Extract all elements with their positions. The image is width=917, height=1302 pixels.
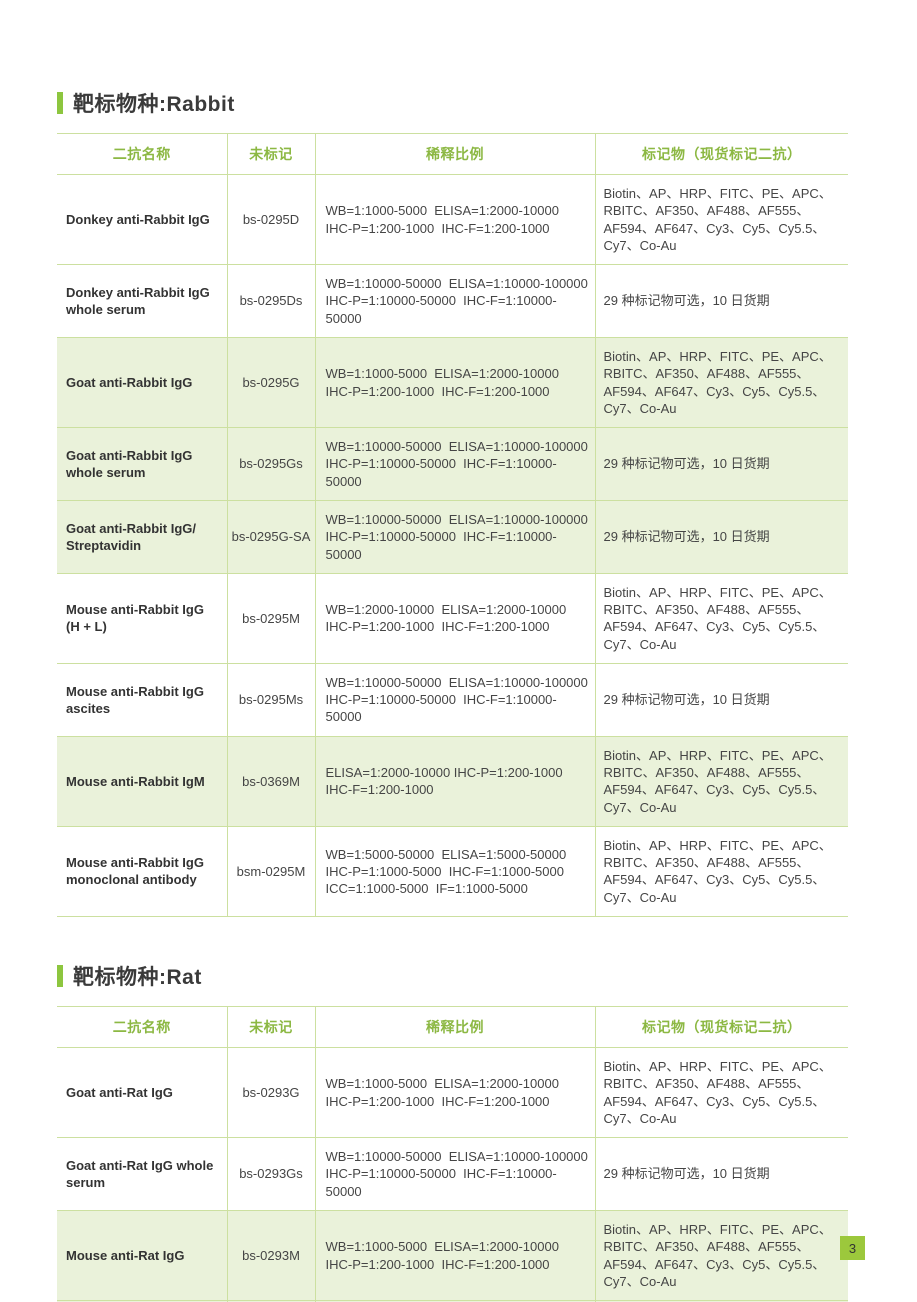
section-marker-bar bbox=[57, 92, 63, 114]
dilution-ratio-cell: WB=1:10000-50000 ELISA=1:10000-100000 IH… bbox=[314, 264, 595, 338]
section-title: 靶标物种:Rat bbox=[57, 961, 848, 991]
conjugates-cell: 29 种标记物可选，10 日货期 bbox=[594, 1300, 848, 1302]
column-header: 稀释比例 bbox=[314, 133, 595, 175]
antibody-name-cell: Goat anti-Rat IgG bbox=[57, 1047, 227, 1139]
conjugates-cell: Biotin、AP、HRP、FITC、PE、APC、RBITC、AF350、AF… bbox=[594, 736, 848, 827]
section-title-text: 靶标物种:Rabbit bbox=[73, 93, 235, 116]
dilution-ratio-cell: WB=1:10000-50000 ELISA=1:10000-100000 IH… bbox=[314, 1137, 595, 1211]
table-row: Mouse anti-Rabbit IgG monoclonal antibod… bbox=[57, 826, 848, 918]
catalog-number-cell: bs-0295Ms bbox=[226, 663, 315, 737]
catalog-number-cell: bsm-0295M bbox=[226, 826, 315, 918]
antibody-name-cell: Mouse anti-Rabbit IgM bbox=[57, 736, 227, 827]
catalog-number-cell: bs-0293Ms bbox=[226, 1300, 315, 1302]
page-number-badge: 3 bbox=[840, 1236, 865, 1260]
catalog-number-cell: bs-0295G-SA bbox=[226, 500, 315, 574]
antibody-name-cell: Mouse anti-Rabbit IgG monoclonal antibod… bbox=[57, 826, 227, 918]
section-target-species-rabbit: 靶标物种:Rabbit 二抗名称 未标记 稀释比例 标记物（现货标记二抗） Donkey… bbox=[57, 88, 848, 918]
table-row: Mouse anti-Rabbit IgG ascites bs-0295Ms WB… bbox=[57, 663, 848, 737]
dilution-ratio-cell: WB=1:2000-10000 ELISA=1:2000-10000 IHC-P… bbox=[314, 573, 595, 664]
table-row: Goat anti-Rat IgG bs-0293G WB=1:1000-5000 … bbox=[57, 1047, 848, 1139]
catalog-number-cell: bs-0293Gs bbox=[226, 1137, 315, 1211]
conjugates-cell: 29 种标记物可选，10 日货期 bbox=[594, 1137, 848, 1211]
conjugates-cell: 29 种标记物可选，10 日货期 bbox=[594, 663, 848, 737]
antibody-name-cell: Donkey anti-Rabbit IgG whole serum bbox=[57, 264, 227, 338]
table-header-row: 二抗名称 未标记 稀释比例 标记物（现货标记二抗） bbox=[57, 133, 848, 175]
conjugates-cell: Biotin、AP、HRP、FITC、PE、APC、RBITC、AF350、AF… bbox=[594, 1047, 848, 1139]
column-header: 未标记 bbox=[226, 1006, 315, 1048]
table-row: Goat anti-Rabbit IgG bs-0295G WB=1:1000-50… bbox=[57, 337, 848, 429]
dilution-ratio-cell: WB=1:10000-50000 ELISA=1:10000-100000 IH… bbox=[314, 663, 595, 737]
column-header: 稀释比例 bbox=[314, 1006, 595, 1048]
column-header: 二抗名称 bbox=[57, 133, 227, 175]
table-row: Goat anti-Rabbit IgG/ Streptavidin bs-029… bbox=[57, 500, 848, 574]
antibody-name-cell: Mouse anti-Rat IgG bbox=[57, 1210, 227, 1302]
dilution-ratio-cell: WB=1:10000-50000 ELISA=1:10000-100000 IH… bbox=[314, 500, 595, 574]
catalog-number-cell: bs-0295G bbox=[226, 337, 315, 429]
table-row: Mouse anti-Rabbit IgG (H + L) bs-0295M WB=… bbox=[57, 573, 848, 664]
antibody-name-cell: Mouse anti-Rat IgG ascites bbox=[57, 1300, 227, 1302]
table-row: Goat anti-Rabbit IgG whole serum bs-0295G… bbox=[57, 427, 848, 501]
catalog-number-cell: bs-0295Gs bbox=[226, 427, 315, 501]
antibody-name-cell: Goat anti-Rat IgG whole serum bbox=[57, 1137, 227, 1211]
antibody-table-rabbit: 二抗名称 未标记 稀释比例 标记物（现货标记二抗） Donkey anti-Rabbit… bbox=[57, 133, 848, 918]
catalog-number-cell: bs-0293G bbox=[226, 1047, 315, 1139]
dilution-ratio-cell: WB=1:1000-5000 ELISA=1:2000-10000 IHC-P=… bbox=[314, 174, 595, 266]
section-title: 靶标物种:Rabbit bbox=[57, 88, 848, 118]
conjugates-cell: 29 种标记物可选，10 日货期 bbox=[594, 500, 848, 574]
conjugates-cell: 29 种标记物可选，10 日货期 bbox=[594, 427, 848, 501]
catalog-number-cell: bs-0295Ds bbox=[226, 264, 315, 338]
antibody-name-cell: Goat anti-Rabbit IgG bbox=[57, 337, 227, 429]
table-row: Mouse anti-Rat IgG bs-0293M WB=1:1000-5000… bbox=[57, 1210, 848, 1302]
column-header: 未标记 bbox=[226, 133, 315, 175]
antibody-table-rat: 二抗名称 未标记 稀释比例 标记物（现货标记二抗） Goat anti-Rat IgG b… bbox=[57, 1006, 848, 1302]
table-row: Goat anti-Rat IgG whole serum bs-0293Gs WB… bbox=[57, 1137, 848, 1211]
table-row: Donkey anti-Rabbit IgG whole serum bs-029… bbox=[57, 264, 848, 338]
conjugates-cell: Biotin、AP、HRP、FITC、PE、APC、RBITC、AF350、AF… bbox=[594, 826, 848, 918]
table-row: Mouse anti-Rat IgG ascitesbs-0293MsWB=1:… bbox=[57, 1300, 848, 1302]
column-header: 标记物（现货标记二抗） bbox=[594, 1006, 848, 1048]
section-marker-bar bbox=[57, 965, 63, 987]
conjugates-cell: Biotin、AP、HRP、FITC、PE、APC、RBITC、AF350、AF… bbox=[594, 573, 848, 664]
conjugates-cell: Biotin、AP、HRP、FITC、PE、APC、RBITC、AF350、AF… bbox=[594, 337, 848, 429]
dilution-ratio-cell: ELISA=1:2000-10000 IHC-P=1:200-1000 IHC-… bbox=[314, 736, 595, 827]
catalog-number-cell: bs-0369M bbox=[226, 736, 315, 827]
catalog-number-cell: bs-0293M bbox=[226, 1210, 315, 1302]
antibody-name-cell: Goat anti-Rabbit IgG whole serum bbox=[57, 427, 227, 501]
dilution-ratio-cell: WB=1:10000-50000 ELISA=1:10000-100000 IH… bbox=[314, 427, 595, 501]
antibody-name-cell: Goat anti-Rabbit IgG/ Streptavidin bbox=[57, 500, 227, 574]
column-header: 标记物（现货标记二抗） bbox=[594, 133, 848, 175]
conjugates-cell: Biotin、AP、HRP、FITC、PE、APC、RBITC、AF350、AF… bbox=[594, 1210, 848, 1302]
table-row: Mouse anti-Rabbit IgM bs-0369M ELISA=1:200… bbox=[57, 736, 848, 827]
antibody-name-cell: Mouse anti-Rabbit IgG (H + L) bbox=[57, 573, 227, 664]
section-title-text: 靶标物种:Rat bbox=[73, 966, 202, 989]
table-row: Donkey anti-Rabbit IgG bs-0295D WB=1:1000-… bbox=[57, 174, 848, 266]
dilution-ratio-cell: WB=1:1000-5000 ELISA=1:2000-10000 IHC-P=… bbox=[314, 1210, 595, 1302]
catalog-number-cell: bs-0295D bbox=[226, 174, 315, 266]
dilution-ratio-cell: WB=1:1000-5000 ELISA=1:2000-10000 IHC-P=… bbox=[314, 1047, 595, 1139]
table-header-row: 二抗名称 未标记 稀释比例 标记物（现货标记二抗） bbox=[57, 1006, 848, 1048]
dilution-ratio-cell: WB=1:1000-5000 ELISA=1:2000-10000 IHC-P=… bbox=[314, 337, 595, 429]
conjugates-cell: 29 种标记物可选，10 日货期 bbox=[594, 264, 848, 338]
dilution-ratio-cell: WB=1:5000-50000 ELISA=1:5000-50000 IHC-P… bbox=[314, 826, 595, 918]
antibody-name-cell: Mouse anti-Rabbit IgG ascites bbox=[57, 663, 227, 737]
page-content: 靶标物种:Rabbit 二抗名称 未标记 稀释比例 标记物（现货标记二抗） Donkey… bbox=[57, 88, 848, 1302]
dilution-ratio-cell: WB=1:10000-50000 ELISA=1:10000-100000 IH… bbox=[314, 1300, 595, 1302]
conjugates-cell: Biotin、AP、HRP、FITC、PE、APC、RBITC、AF350、AF… bbox=[594, 174, 848, 266]
antibody-name-cell: Donkey anti-Rabbit IgG bbox=[57, 174, 227, 266]
catalog-number-cell: bs-0295M bbox=[226, 573, 315, 664]
column-header: 二抗名称 bbox=[57, 1006, 227, 1048]
section-target-species-rat: 靶标物种:Rat 二抗名称 未标记 稀释比例 标记物（现货标记二抗） Goat anti… bbox=[57, 961, 848, 1302]
